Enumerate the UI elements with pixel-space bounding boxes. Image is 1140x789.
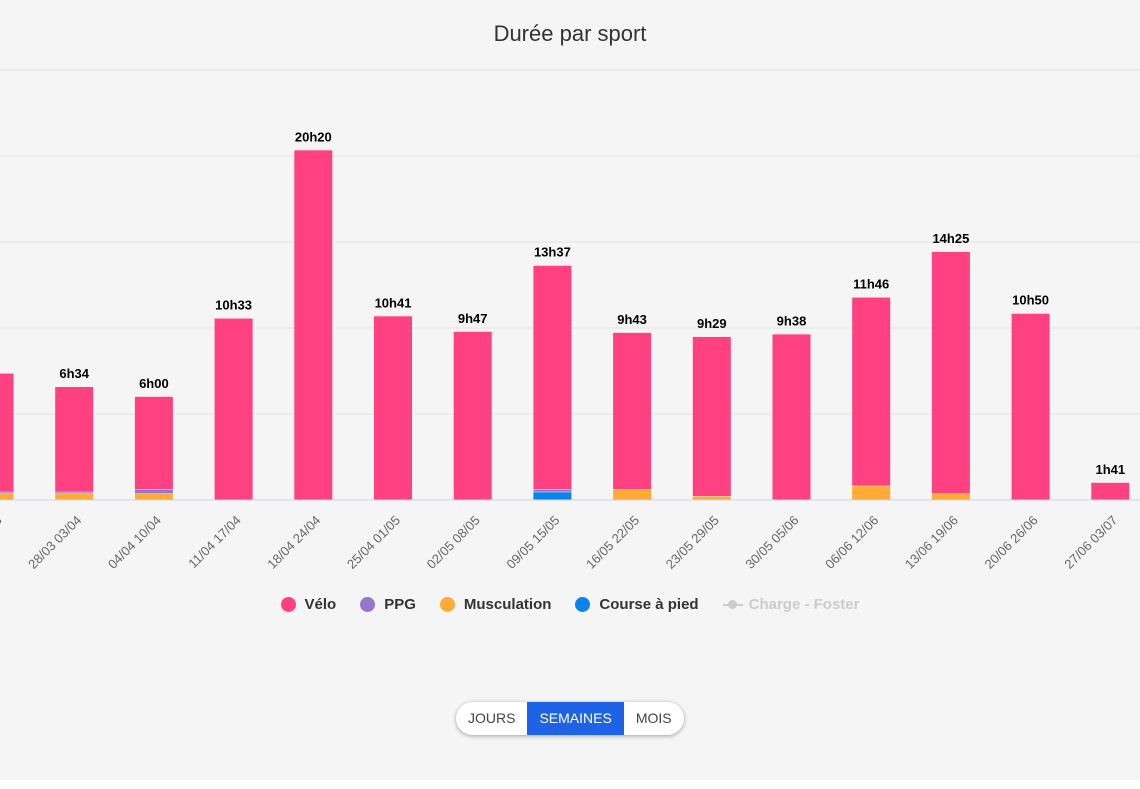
x-tick-label: 21/03 27/03 <box>0 513 5 572</box>
bar-total-label: 10h33 <box>215 298 252 313</box>
course-legend-dot-icon <box>575 597 591 612</box>
bar-total-label: 10h50 <box>1012 293 1049 308</box>
bar-musculation[interactable] <box>55 493 94 500</box>
velo-legend-dot-icon <box>280 597 296 612</box>
bar-ppg[interactable] <box>0 492 14 494</box>
bar-velo[interactable] <box>1011 313 1050 500</box>
bar-musculation[interactable] <box>134 493 173 500</box>
x-tick-label: 27/06 03/07 <box>1061 513 1120 572</box>
bar-ppg[interactable] <box>134 489 173 494</box>
bar-musculation[interactable] <box>0 493 14 500</box>
bar-velo[interactable] <box>613 332 652 490</box>
bar-velo[interactable] <box>692 336 731 497</box>
bar-velo[interactable] <box>55 386 94 492</box>
legend-label-course: Course à pied <box>599 596 699 613</box>
x-tick-label: 06/06 12/06 <box>822 513 881 572</box>
chart-canvas: 6h34 6h00 10h33 20h20 10h41 9h47 13h37 9h43 9h29… <box>0 69 1140 572</box>
legend-label-velo: Vélo <box>304 596 337 613</box>
bar-musculation[interactable] <box>613 489 652 500</box>
musculation-legend-dot-icon <box>439 597 455 612</box>
bar-total-label: 9h47 <box>458 311 488 326</box>
period-button-mois[interactable]: MOIS <box>635 710 672 726</box>
bar-total-label: 14h25 <box>932 231 969 246</box>
x-tick-label: 16/05 22/05 <box>583 513 642 572</box>
legend-label-ppg: PPG <box>384 596 416 613</box>
bar-total-label: 6h00 <box>139 376 169 391</box>
x-tick-label: 20/06 26/06 <box>982 513 1041 572</box>
bar-velo[interactable] <box>772 334 811 500</box>
bar-velo[interactable] <box>0 373 14 492</box>
bar-total-label: 10h41 <box>375 295 412 310</box>
bar-ppg[interactable] <box>55 492 94 494</box>
bar-ppg[interactable] <box>533 489 572 492</box>
period-toggle: JOURS SEMAINES MOIS <box>456 702 684 735</box>
legend-item-ppg[interactable]: PPG <box>360 596 416 613</box>
legend-item-charge[interactable]: Charge - Foster <box>722 596 860 613</box>
legend-item-musculation[interactable]: Musculation <box>439 596 552 613</box>
bar-total-label: 9h43 <box>617 312 647 327</box>
bar-course[interactable] <box>533 492 572 500</box>
bar-velo[interactable] <box>1091 482 1130 500</box>
bar-velo[interactable] <box>374 316 412 500</box>
bar-velo[interactable] <box>453 331 492 500</box>
x-tick-label: 28/03 03/04 <box>25 513 84 572</box>
bar-musculation[interactable] <box>931 493 970 500</box>
bar-velo[interactable] <box>533 265 572 490</box>
x-tick-label: 30/05 05/06 <box>742 513 801 572</box>
x-tick-label: 09/05 15/05 <box>503 513 562 572</box>
bar-velo[interactable] <box>931 251 970 494</box>
x-tick-label: 13/06 19/06 <box>902 513 961 572</box>
period-button-semaines[interactable]: SEMAINES <box>527 702 624 735</box>
legend-item-course[interactable]: Course à pied <box>575 596 699 613</box>
bar-total-label: 11h46 <box>853 277 889 292</box>
bar-total-label: 9h38 <box>777 313 807 328</box>
x-tick-label: 04/04 10/04 <box>105 513 164 572</box>
legend-label-musculation: Musculation <box>463 596 552 613</box>
bar-musculation[interactable] <box>852 486 891 500</box>
period-button-jours[interactable]: JOURS <box>468 710 516 726</box>
bar-total-label: 20h20 <box>295 129 332 144</box>
bar-velo[interactable] <box>294 150 333 500</box>
bar-total-label: 13h37 <box>534 245 571 260</box>
bar-total-label: 1h41 <box>1095 462 1125 477</box>
x-tick-label: 23/05 29/05 <box>663 513 722 572</box>
x-tick-label: 18/04 24/04 <box>264 513 323 572</box>
x-tick-label: 11/04 17/04 <box>185 513 243 571</box>
bar-velo[interactable] <box>852 297 891 486</box>
chart-legend: Vélo PPG Musculation Course à pied Charg… <box>0 596 1140 613</box>
bar-velo[interactable] <box>214 318 253 500</box>
legend-label-charge: Charge - Foster <box>748 596 860 613</box>
line-marker-icon <box>722 597 743 612</box>
x-tick-label: 02/05 08/05 <box>424 513 483 572</box>
bar-total-label: 9h29 <box>697 316 727 331</box>
bar-musculation[interactable] <box>692 496 731 500</box>
legend-item-velo[interactable]: Vélo <box>280 596 337 613</box>
bar-total-label: 6h34 <box>59 366 89 381</box>
bar-velo[interactable] <box>134 396 173 490</box>
ppg-legend-dot-icon <box>360 597 376 612</box>
x-tick-label: 25/04 01/05 <box>344 513 403 572</box>
chart-title: Durée par sport <box>493 21 647 46</box>
